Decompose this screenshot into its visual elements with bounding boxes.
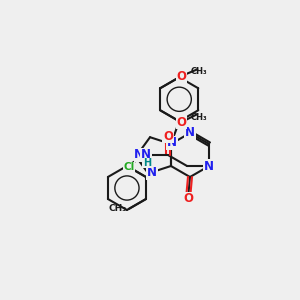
Text: N: N <box>141 148 151 161</box>
Text: O: O <box>176 116 186 129</box>
Text: N: N <box>134 148 144 161</box>
Text: N: N <box>167 136 177 149</box>
Text: CH₃: CH₃ <box>109 204 127 213</box>
Text: Cl: Cl <box>123 162 134 172</box>
Text: O: O <box>176 70 186 83</box>
Text: CH₃: CH₃ <box>190 67 207 76</box>
Text: CH₃: CH₃ <box>190 113 207 122</box>
Text: H: H <box>143 158 151 168</box>
Text: N: N <box>204 160 214 172</box>
Text: N: N <box>147 166 157 179</box>
Text: O: O <box>183 193 193 206</box>
Text: N: N <box>185 127 195 140</box>
Text: O: O <box>163 130 173 143</box>
